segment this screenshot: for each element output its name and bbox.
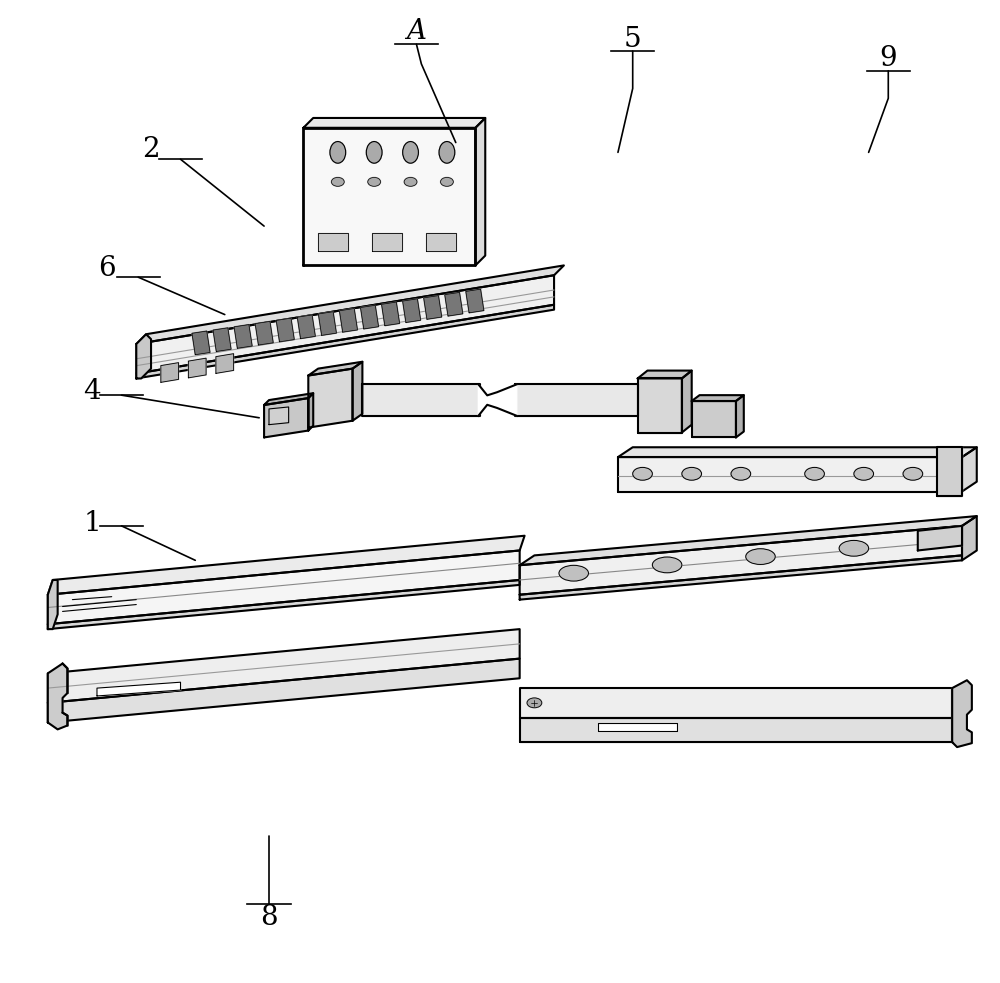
Polygon shape	[48, 659, 520, 723]
Ellipse shape	[839, 541, 869, 556]
Polygon shape	[48, 580, 58, 629]
Polygon shape	[255, 321, 273, 345]
Ellipse shape	[746, 549, 775, 564]
Polygon shape	[213, 328, 231, 352]
Polygon shape	[192, 331, 210, 355]
Polygon shape	[382, 302, 400, 325]
Polygon shape	[618, 457, 962, 492]
Polygon shape	[478, 384, 517, 416]
Polygon shape	[638, 378, 682, 433]
Polygon shape	[48, 629, 520, 703]
Polygon shape	[952, 680, 972, 747]
Ellipse shape	[404, 178, 417, 187]
Polygon shape	[962, 447, 977, 492]
Ellipse shape	[330, 142, 346, 163]
Polygon shape	[136, 334, 151, 378]
Polygon shape	[48, 580, 520, 629]
Polygon shape	[48, 664, 67, 729]
Polygon shape	[264, 398, 308, 437]
Polygon shape	[426, 233, 456, 251]
Polygon shape	[424, 296, 442, 319]
Polygon shape	[303, 128, 475, 265]
Polygon shape	[297, 315, 315, 338]
Polygon shape	[97, 682, 181, 696]
Polygon shape	[264, 393, 313, 405]
Ellipse shape	[439, 142, 455, 163]
Polygon shape	[276, 318, 294, 342]
Polygon shape	[136, 275, 554, 374]
Ellipse shape	[366, 142, 382, 163]
Text: 6: 6	[98, 255, 116, 282]
Polygon shape	[682, 371, 692, 433]
Text: 1: 1	[83, 510, 101, 538]
Polygon shape	[598, 723, 677, 731]
Polygon shape	[692, 401, 736, 437]
Ellipse shape	[854, 467, 874, 481]
Ellipse shape	[805, 467, 824, 481]
Polygon shape	[618, 447, 977, 457]
Polygon shape	[308, 393, 313, 431]
Polygon shape	[318, 312, 336, 335]
Ellipse shape	[731, 467, 751, 481]
Ellipse shape	[559, 565, 588, 581]
Ellipse shape	[368, 178, 381, 187]
Polygon shape	[216, 354, 234, 374]
Ellipse shape	[903, 467, 923, 481]
Polygon shape	[48, 550, 520, 624]
Polygon shape	[520, 516, 977, 565]
Polygon shape	[353, 362, 362, 421]
Ellipse shape	[441, 178, 453, 187]
Text: 9: 9	[879, 45, 897, 73]
Polygon shape	[269, 407, 289, 425]
Polygon shape	[692, 395, 744, 401]
Polygon shape	[445, 292, 463, 316]
Polygon shape	[234, 324, 252, 348]
Ellipse shape	[652, 557, 682, 573]
Polygon shape	[303, 118, 485, 128]
Polygon shape	[520, 718, 952, 742]
Text: 4: 4	[83, 377, 101, 405]
Ellipse shape	[682, 467, 702, 481]
Polygon shape	[372, 233, 402, 251]
Polygon shape	[638, 371, 692, 378]
Text: 8: 8	[260, 903, 278, 931]
Text: 5: 5	[624, 26, 642, 53]
Polygon shape	[515, 384, 638, 416]
Ellipse shape	[403, 142, 418, 163]
Text: A: A	[406, 18, 426, 45]
Ellipse shape	[331, 178, 344, 187]
Polygon shape	[339, 309, 357, 332]
Polygon shape	[520, 555, 962, 600]
Polygon shape	[361, 306, 379, 329]
Polygon shape	[403, 299, 421, 322]
Ellipse shape	[633, 467, 652, 481]
Polygon shape	[48, 536, 525, 595]
Polygon shape	[520, 526, 962, 595]
Polygon shape	[308, 369, 353, 428]
Polygon shape	[962, 516, 977, 560]
Polygon shape	[362, 384, 480, 416]
Text: 2: 2	[142, 136, 160, 163]
Polygon shape	[318, 233, 348, 251]
Polygon shape	[308, 362, 362, 376]
Polygon shape	[736, 395, 744, 437]
Ellipse shape	[527, 698, 542, 708]
Polygon shape	[520, 688, 952, 718]
Polygon shape	[136, 265, 564, 344]
Polygon shape	[161, 363, 179, 382]
Polygon shape	[188, 358, 206, 377]
Polygon shape	[918, 526, 962, 550]
Polygon shape	[136, 305, 554, 378]
Polygon shape	[475, 118, 485, 265]
Polygon shape	[937, 447, 962, 496]
Polygon shape	[466, 289, 484, 313]
